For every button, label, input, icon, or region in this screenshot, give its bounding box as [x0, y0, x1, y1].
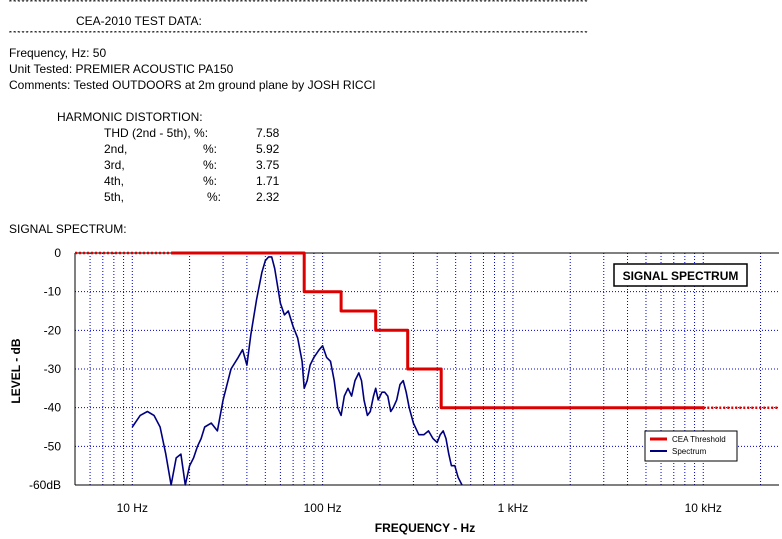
y-tick-label: 0 — [54, 246, 61, 260]
frequency-line: Frequency, Hz: 50 — [9, 46, 107, 60]
harmonic-distortion-heading: HARMONIC DISTORTION: — [57, 110, 203, 124]
harmonic-5th-label: 5th, — [104, 190, 125, 204]
y-tick-label: -20 — [44, 323, 62, 337]
threshold-line — [171, 251, 704, 410]
x-tick-label: 10 kHz — [685, 501, 722, 515]
spectrum-chart: 0 -10 -20 -30 -40 -50 -60dB 10 Hz 100 Hz 1 kHz 10 … — [9, 246, 779, 535]
harmonic-2nd-unit: %: — [203, 142, 218, 156]
harmonic-2nd-value: 5.92 — [256, 142, 280, 156]
legend-box — [644, 430, 738, 462]
unit-tested-line: Unit Tested: PREMIER ACOUSTIC PA150 — [9, 62, 234, 76]
y-tick-label: -10 — [44, 285, 62, 299]
x-axis-title: FREQUENCY - Hz — [375, 521, 475, 535]
harmonic-3rd-unit: %: — [203, 158, 218, 172]
harmonic-5th-unit: %: — [207, 190, 222, 204]
comments-line: Comments: Tested OUTDOORS at 2m ground p… — [9, 78, 376, 92]
report-title: CEA-2010 TEST DATA: — [76, 14, 202, 28]
legend-label: Spectrum — [672, 447, 707, 456]
signal-spectrum-heading: SIGNAL SPECTRUM: — [9, 222, 127, 236]
separator-top: ****************************************… — [8, 0, 588, 8]
y-tick-label: -50 — [44, 439, 62, 453]
spectrum-line — [131, 256, 463, 486]
y-tick-label: -40 — [44, 401, 62, 415]
harmonic-3rd-value: 3.75 — [256, 158, 280, 172]
legend-label: CEA Threshold — [672, 435, 726, 444]
x-tick-label: 100 Hz — [304, 501, 342, 515]
harmonic-4th-unit: %: — [203, 174, 218, 188]
harmonic-5th-value: 2.32 — [256, 190, 280, 204]
y-axis-title: LEVEL - dB — [9, 338, 23, 403]
harmonic-2nd-label: 2nd, — [104, 142, 128, 156]
chart-title: SIGNAL SPECTRUM — [623, 269, 739, 283]
harmonic-4th-label: 4th, — [104, 174, 125, 188]
chart-title-box — [613, 263, 748, 287]
y-tick-label: -60dB — [29, 478, 61, 492]
harmonic-3rd-label: 3rd, — [104, 158, 125, 172]
thd-value: 7.58 — [256, 126, 280, 140]
x-tick-label: 1 kHz — [498, 501, 529, 515]
y-tick-label: -30 — [44, 362, 62, 376]
thd-label: THD (2nd - 5th), %: — [104, 126, 209, 140]
harmonic-4th-value: 1.71 — [256, 174, 280, 188]
x-tick-label: 10 Hz — [117, 501, 148, 515]
separator-bottom: ****************************************… — [8, 31, 588, 39]
